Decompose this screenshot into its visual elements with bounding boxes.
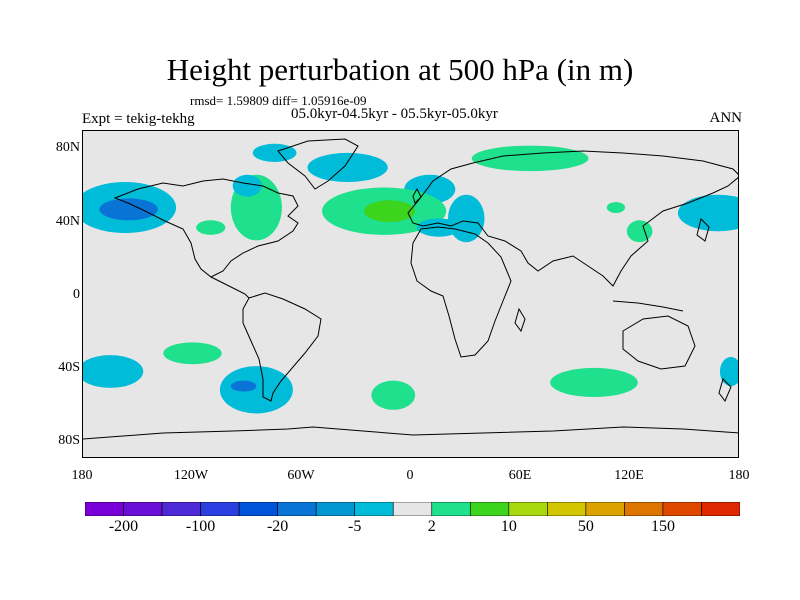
colorbar-swatch-12 — [547, 502, 587, 516]
coast-antarctica — [83, 426, 738, 440]
anomaly-region-neg-22 — [719, 356, 738, 387]
stats-label: rmsd= 1.59809 diff= 1.05916e-09 — [190, 93, 367, 108]
colorbar-swatch-16 — [701, 502, 740, 516]
coast-europe-asia — [407, 150, 738, 287]
colorbar-label-7: 150 — [650, 518, 675, 535]
lon-tick-180e: 180 — [728, 468, 750, 483]
coast-madagascar — [514, 307, 526, 333]
colorbar-label-4: 2 — [427, 518, 436, 535]
colorbar-swatch-1 — [123, 502, 163, 516]
lat-tick-80n: 80N — [55, 140, 80, 155]
anomaly-region-neg-3 — [232, 174, 262, 197]
anomaly-region-pos-21 — [550, 367, 638, 398]
lon-tick-60e: 60E — [508, 468, 532, 483]
anomaly-region-pos-12 — [196, 220, 226, 235]
experiment-label: Expt = tekig-tekhg — [82, 111, 195, 127]
colorbar-label-3: -5 — [348, 518, 362, 535]
anomaly-region-pos-9 — [364, 200, 416, 223]
chart-title: Height perturbation at 500 hPa (in m) — [166, 52, 634, 87]
coast-indonesia — [612, 300, 684, 312]
world-map — [83, 131, 738, 457]
colorbar-swatch-13 — [585, 502, 625, 516]
anomaly-region-pos-17 — [163, 342, 222, 365]
colorbar-swatch-8 — [392, 502, 433, 516]
anomaly-region-pos-14 — [606, 202, 626, 213]
colorbar-swatch-9 — [431, 502, 471, 516]
coast-north-america — [113, 178, 299, 278]
colorbar-swatch-4 — [238, 502, 278, 516]
colorbar-swatch-2 — [161, 502, 201, 516]
colorbar-swatch-0 — [85, 502, 124, 516]
coast-greenland — [277, 138, 359, 190]
anomaly-region-pos-13 — [626, 220, 653, 243]
period-label: 05.0kyr-04.5kyr - 05.5kyr-05.0kyr — [291, 106, 498, 122]
season-label: ANN — [709, 110, 743, 126]
colorbar-swatch-3 — [200, 502, 240, 516]
coast-uk — [412, 187, 422, 204]
anomaly-layer — [83, 143, 738, 414]
colorbar-label-1: -100 — [185, 518, 216, 535]
colorbar-label-2: -20 — [266, 518, 289, 535]
coast-new-zealand — [718, 378, 732, 402]
coast-south-america — [242, 292, 322, 402]
lat-tick-80s: 80S — [58, 433, 80, 448]
lat-tick-0: 0 — [73, 287, 80, 302]
coast-africa — [410, 226, 512, 358]
colorbar-swatch-10 — [469, 502, 510, 516]
coast-central-america — [210, 276, 250, 299]
lon-tick-0: 0 — [406, 468, 414, 483]
anomaly-region-neg-5 — [307, 152, 388, 183]
colorbar-swatch-11 — [508, 502, 548, 516]
colorbar-swatch-14 — [624, 502, 664, 516]
map-panel — [82, 130, 739, 458]
colorbar-label-6: 50 — [577, 518, 594, 535]
lon-tick-180w: 180 — [71, 468, 93, 483]
anomaly-region-neg-18 — [219, 366, 293, 414]
colorbar-label-5: 10 — [500, 518, 517, 535]
lat-tick-40n: 40N — [55, 214, 80, 229]
anomaly-region-neg-16 — [83, 355, 144, 388]
coast-australia — [622, 315, 696, 370]
colorbar-swatch-5 — [277, 502, 317, 516]
lon-tick-120e: 120E — [614, 468, 644, 483]
coast-japan — [696, 218, 710, 242]
lon-tick-60w: 60W — [287, 468, 315, 483]
anomaly-region-neg-19 — [230, 380, 257, 392]
anomaly-region-neg-10 — [448, 194, 485, 243]
coastline-layer — [83, 138, 738, 440]
anomaly-region-pos-6 — [471, 145, 589, 172]
colorbar-swatch-7 — [354, 502, 394, 516]
lat-tick-40s: 40S — [58, 360, 80, 375]
anomaly-region-neg-15 — [677, 194, 738, 232]
anomaly-region-pos-20 — [371, 380, 416, 410]
colorbar-swatch-15 — [662, 502, 702, 516]
colorbar-label-0: -200 — [108, 518, 139, 535]
colorbar — [85, 502, 740, 516]
colorbar-swatch-6 — [315, 502, 356, 516]
anomaly-region-neg-1 — [99, 198, 158, 221]
lon-tick-120w: 120W — [173, 468, 209, 483]
